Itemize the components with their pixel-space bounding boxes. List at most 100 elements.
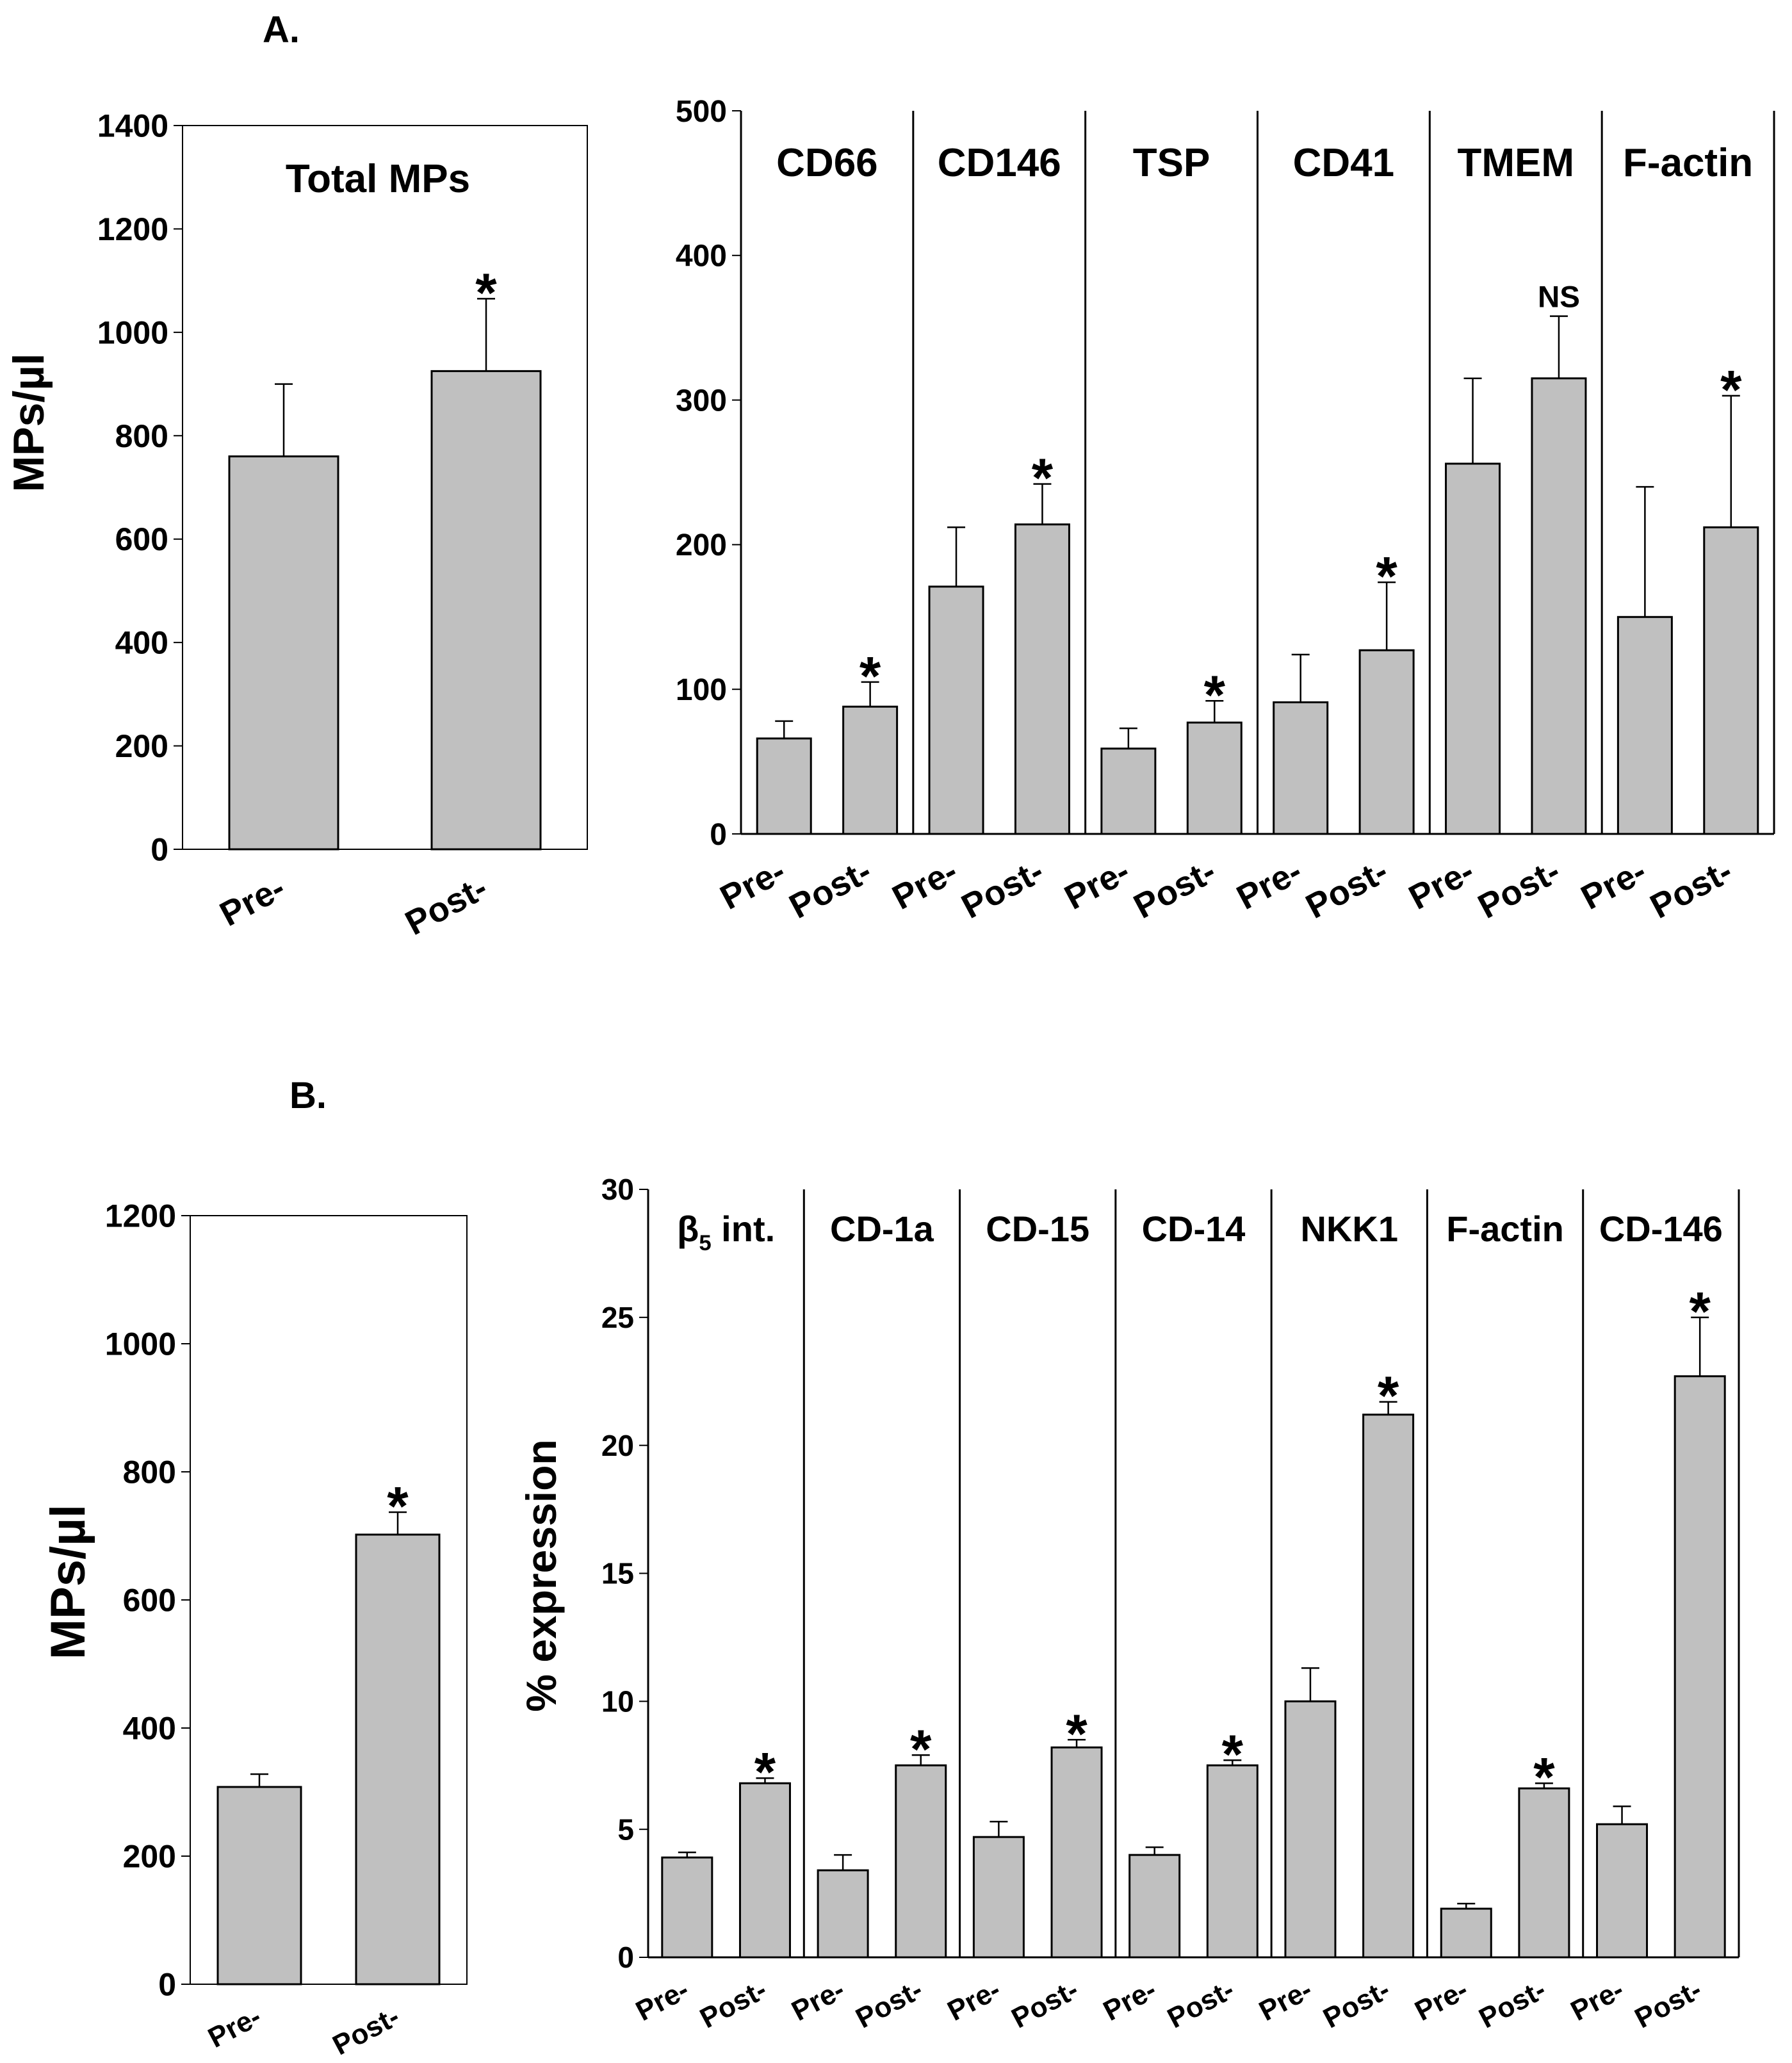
y-tick-label: 30 bbox=[601, 1173, 634, 1206]
significance-marker: * bbox=[1032, 448, 1054, 509]
x-tick-label: Post- bbox=[1299, 852, 1394, 926]
bar bbox=[1100, 747, 1157, 835]
significance-marker: * bbox=[1066, 1703, 1087, 1765]
y-axis-label: % expression bbox=[517, 1439, 565, 1712]
bar bbox=[1128, 1854, 1181, 1959]
group-label: NKK1 bbox=[1301, 1209, 1398, 1249]
bar bbox=[1206, 1764, 1258, 1959]
y-tick-label: 800 bbox=[115, 418, 168, 454]
x-tick-label: Post- bbox=[1472, 852, 1566, 926]
y-tick-label: 0 bbox=[151, 832, 168, 868]
plot-frame bbox=[182, 125, 588, 850]
y-tick-label: 20 bbox=[601, 1429, 634, 1462]
bar bbox=[928, 585, 984, 835]
significance-marker: * bbox=[1222, 1724, 1244, 1785]
bar bbox=[1362, 1414, 1415, 1959]
chart-a-marker-groups: 0 100 200 300 400 500 CD66 CD146 TSP CD41 TMEM F-ac… bbox=[676, 95, 1775, 926]
y-tick-label: 1000 bbox=[105, 1326, 176, 1362]
x-tick-label: Pre- bbox=[1410, 1974, 1473, 2027]
x-tick-label: Post- bbox=[851, 1974, 927, 2035]
bar bbox=[216, 1786, 302, 1986]
group-label: TMEM bbox=[1457, 141, 1574, 185]
y-tick-label: 100 bbox=[676, 673, 727, 707]
x-tick-label: Post- bbox=[1162, 1974, 1239, 2035]
bar bbox=[1186, 721, 1242, 835]
y-tick-label: 1400 bbox=[97, 108, 168, 144]
x-tick-label: Post- bbox=[1644, 852, 1738, 926]
y-tick-label: 5 bbox=[617, 1813, 634, 1846]
x-tick-label: Pre- bbox=[943, 1974, 1006, 2027]
y-tick-label: 500 bbox=[676, 95, 727, 129]
group-label: CD146 bbox=[938, 141, 1061, 185]
bar bbox=[972, 1836, 1025, 1959]
y-tick-label: 200 bbox=[123, 1839, 176, 1875]
x-tick-label: Pre- bbox=[214, 868, 291, 934]
group-label: CD-14 bbox=[1142, 1209, 1246, 1249]
y-axis-label: MPs/µl bbox=[41, 1504, 95, 1659]
bar bbox=[1358, 649, 1415, 835]
x-tick-label: Pre- bbox=[886, 852, 964, 917]
bar bbox=[817, 1869, 869, 1959]
bar bbox=[228, 455, 339, 851]
x-tick-label: Pre- bbox=[1098, 1974, 1162, 2027]
x-tick-label: Post- bbox=[1318, 1974, 1395, 2035]
y-tick-label: 600 bbox=[115, 521, 168, 557]
x-tick-label: Post- bbox=[695, 1974, 772, 2035]
bar bbox=[430, 370, 542, 851]
bar bbox=[1674, 1375, 1726, 1959]
significance-marker: * bbox=[387, 1476, 409, 1537]
x-tick-label: Pre- bbox=[203, 2001, 266, 2054]
bar bbox=[661, 1856, 713, 1959]
group-label: CD66 bbox=[776, 141, 878, 185]
y-tick-label: 300 bbox=[676, 384, 727, 418]
bar bbox=[1596, 1823, 1649, 1959]
chart-a-total-mps: 0 200 400 600 800 1000 1200 1400 MPs/µl Total MPs… bbox=[4, 108, 588, 943]
x-tick-label: Pre- bbox=[786, 1974, 850, 2027]
y-tick-label: 600 bbox=[123, 1583, 176, 1619]
y-tick-label: 0 bbox=[710, 818, 727, 852]
bar bbox=[842, 705, 899, 835]
x-tick-label: Pre- bbox=[631, 1974, 694, 2027]
bar bbox=[1273, 701, 1329, 835]
y-tick-label: 1200 bbox=[105, 1198, 176, 1234]
bar bbox=[756, 737, 812, 835]
significance-marker: * bbox=[754, 1741, 776, 1803]
bar bbox=[1703, 526, 1759, 835]
y-tick-label: 1000 bbox=[97, 314, 168, 350]
x-tick-label: Post- bbox=[1128, 852, 1222, 926]
x-tick-label: Pre- bbox=[1566, 1974, 1629, 2027]
group-label: TSP bbox=[1133, 141, 1210, 185]
x-tick-label: Post- bbox=[956, 852, 1050, 926]
y-tick-label: 15 bbox=[601, 1557, 634, 1590]
significance-marker: * bbox=[1720, 359, 1742, 421]
x-tick-label: Pre- bbox=[1403, 852, 1480, 917]
bar bbox=[1284, 1700, 1337, 1959]
y-tick-label: 200 bbox=[115, 728, 168, 764]
significance-marker: * bbox=[1204, 664, 1226, 726]
group-label: β5 int. bbox=[677, 1209, 775, 1255]
x-tick-label: Post- bbox=[328, 2001, 405, 2062]
y-tick-label: 10 bbox=[601, 1684, 634, 1718]
panel-label-a: A. bbox=[263, 9, 300, 51]
group-label: CD41 bbox=[1293, 141, 1395, 185]
group-label: CD-146 bbox=[1599, 1209, 1723, 1249]
significance-marker: NS bbox=[1538, 281, 1580, 314]
chart-title: Total MPs bbox=[286, 157, 470, 201]
x-tick-label: Pre- bbox=[714, 852, 792, 917]
bar bbox=[1050, 1746, 1103, 1959]
x-tick-label: Pre- bbox=[1059, 852, 1136, 917]
y-tick-label: 0 bbox=[158, 1967, 176, 2003]
x-tick-label: Post- bbox=[783, 852, 877, 926]
significance-marker: * bbox=[910, 1718, 932, 1780]
group-label: F-actin bbox=[1623, 141, 1753, 185]
bar bbox=[1014, 523, 1070, 835]
x-tick-label: Post- bbox=[1630, 1974, 1707, 2035]
bar bbox=[1445, 462, 1501, 835]
y-tick-label: 1200 bbox=[97, 211, 168, 247]
y-tick-label: 400 bbox=[676, 240, 727, 273]
y-tick-label: 0 bbox=[617, 1941, 634, 1974]
bar bbox=[738, 1782, 791, 1959]
bar bbox=[1518, 1787, 1570, 1959]
significance-marker: * bbox=[859, 646, 881, 707]
